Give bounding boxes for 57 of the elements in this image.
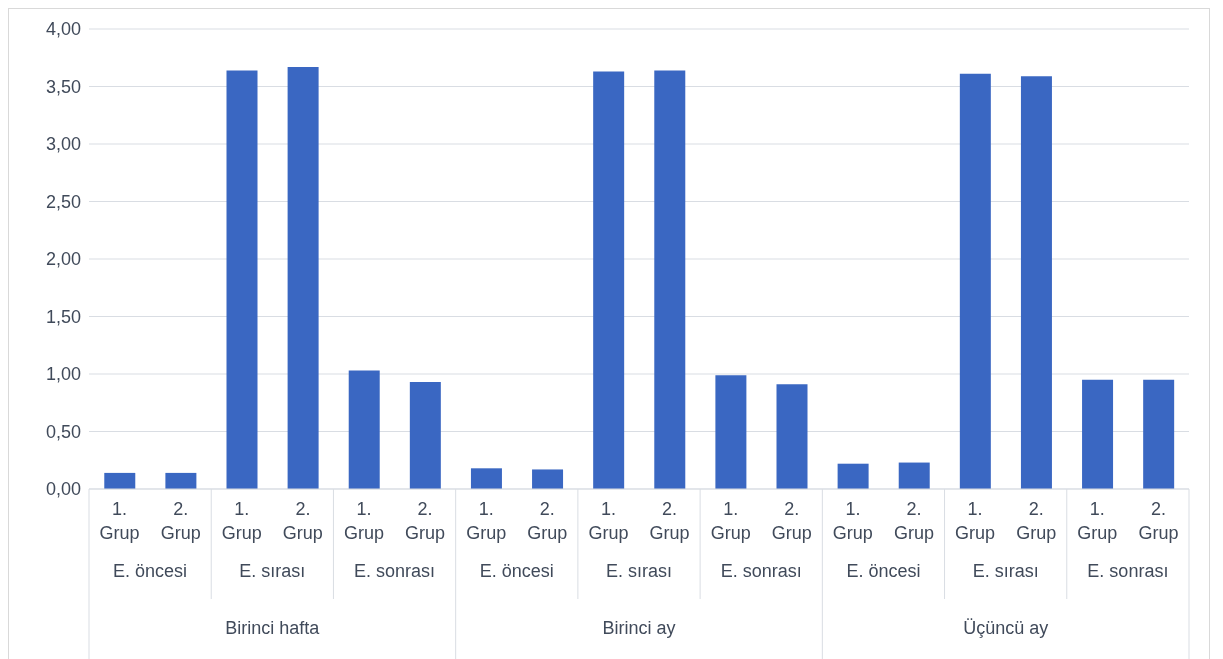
bar [287, 66, 319, 489]
x-tick-label: 2. Grup [893, 499, 935, 543]
y-tick-label: 2,00 [45, 249, 81, 270]
x-tick-label: 1. Grup [99, 499, 140, 543]
text: Birinci ay [602, 618, 676, 638]
x-tick-label: 2. Grup [405, 499, 446, 543]
text: E. öncesi [479, 561, 554, 581]
bar [898, 462, 930, 489]
text: E. öncesi [113, 561, 188, 581]
bar [959, 73, 991, 489]
y-tick-label: 1,50 [45, 306, 81, 327]
x-tick-label: 2. Grup [282, 499, 323, 543]
text: Birinci hafta [225, 618, 321, 638]
bar [837, 463, 869, 489]
bar [165, 472, 197, 489]
text: E. öncesi [846, 561, 921, 581]
bar [654, 70, 686, 489]
bar [593, 71, 625, 489]
x-tick-label: 1. Grup [343, 499, 385, 543]
bar [104, 472, 136, 489]
text: Üçüncü ay [963, 618, 1049, 638]
bar [715, 375, 747, 489]
bar [532, 469, 564, 489]
y-tick-label: 0,00 [45, 479, 81, 500]
bar [1143, 379, 1175, 489]
x-tick-label: 1. Grup [955, 499, 996, 543]
bar [776, 384, 808, 489]
text: E. sonrası [1087, 561, 1169, 581]
y-tick-label: 1,00 [45, 364, 81, 385]
x-tick-label: 2. Grup [1138, 499, 1179, 543]
x-tick-label: 1. Grup [832, 499, 873, 543]
x-tick-label: 1. Grup [588, 499, 629, 543]
x-tick-label: 2. Grup [1016, 499, 1057, 543]
y-tick-label: 0,50 [45, 421, 81, 442]
x-tick-label: 1. Grup [221, 499, 262, 543]
x-tick-label: 2. Grup [160, 499, 201, 543]
y-tick-label: 3,50 [45, 76, 81, 97]
text: E. sırası [605, 561, 673, 581]
x-tick-label: 2. Grup [649, 499, 690, 543]
y-tick-label: 3,00 [45, 134, 81, 155]
bar [348, 370, 380, 489]
x-tick-label: 1. Grup [710, 499, 751, 543]
text: E. sonrası [720, 561, 802, 581]
x-tick-label: 1. Grup [466, 499, 507, 543]
x-tick-label: 2. Grup [771, 499, 812, 543]
x-tick-label: 1. Grup [1077, 499, 1118, 543]
x-tick-label: 2. Grup [527, 499, 568, 543]
text: E. sonrası [354, 561, 436, 581]
text: E. sırası [239, 561, 306, 581]
y-tick-label: 2,50 [45, 191, 81, 212]
y-tick-label: 4,00 [45, 19, 81, 40]
bar [226, 70, 258, 489]
text: E. sırası [972, 561, 1039, 581]
bar [1020, 76, 1052, 489]
bar [409, 382, 441, 489]
bar [470, 468, 502, 489]
bar [1082, 379, 1114, 489]
